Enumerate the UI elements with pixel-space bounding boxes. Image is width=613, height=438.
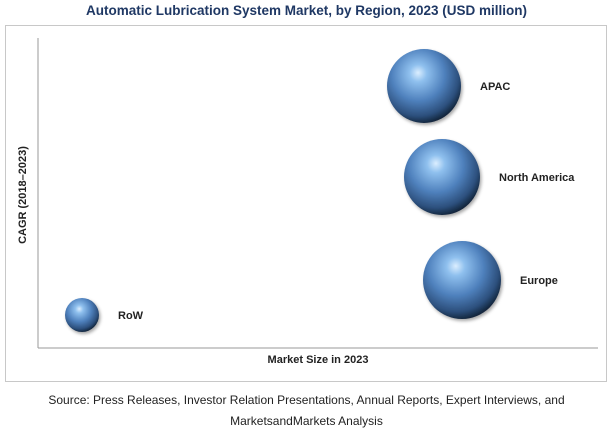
bubble-label-europe: Europe xyxy=(520,275,558,287)
bubble-row xyxy=(65,298,99,332)
chart-frame xyxy=(5,25,607,382)
chart-title: Automatic Lubrication System Market, by … xyxy=(85,3,528,18)
bubble-label-row: RoW xyxy=(118,310,144,322)
bubble-europe xyxy=(423,241,501,319)
source-line-2: MarketsandMarkets Analysis xyxy=(230,414,383,428)
bubbles-group: APAC North America Europe RoW xyxy=(65,49,575,332)
bubble-label-north-america: North America xyxy=(499,172,575,184)
bubble-apac xyxy=(387,49,461,123)
source-note: Source: Press Releases, Investor Relatio… xyxy=(0,390,613,432)
x-axis-label: Market Size in 2023 xyxy=(268,354,369,366)
bubble-north-america xyxy=(404,139,480,215)
bubble-label-apac: APAC xyxy=(480,81,510,93)
y-axis-label: CAGR (2018–2023) xyxy=(17,146,29,244)
source-line-1: Source: Press Releases, Investor Relatio… xyxy=(48,393,565,407)
